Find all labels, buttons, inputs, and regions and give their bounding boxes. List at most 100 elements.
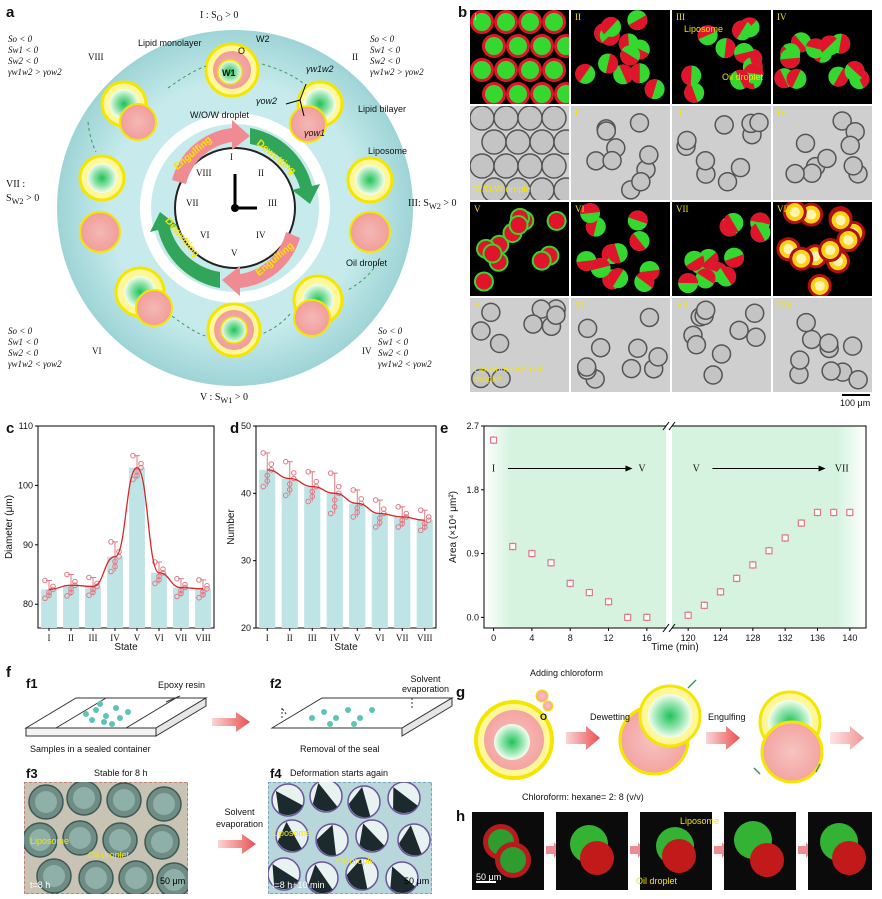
label-gamma-w1w2: γw1w2 <box>306 64 334 74</box>
clock-numeral-2: II <box>258 168 264 178</box>
tile-roman-label: IV' <box>777 108 789 118</box>
brightfield-tile-II: II' <box>571 106 670 200</box>
droplet-outer <box>732 20 748 39</box>
data-point <box>358 496 365 502</box>
bright-droplet <box>576 357 597 377</box>
arrow-label-VII: VII <box>835 464 849 475</box>
droplet-outer <box>697 25 717 40</box>
data-point <box>733 574 741 582</box>
bright-droplet <box>529 177 555 200</box>
f3-droplet-core <box>73 787 95 809</box>
label-gamma-ow1: γow1 <box>304 128 326 138</box>
fluorescence-tile-V: V <box>470 202 569 296</box>
x-tick-label: 128 <box>745 633 760 643</box>
f-arrow-1 <box>212 712 250 732</box>
tile-roman-label: VI' <box>575 300 587 310</box>
data-point <box>421 520 428 527</box>
fluorescence-tile-VI: VI <box>571 202 670 296</box>
f1-container-diagram <box>24 695 208 737</box>
state-I-title: I : SO > 0 <box>200 10 239 23</box>
f1-caption: Samples in a sealed container <box>30 744 151 754</box>
f3-droplet-core <box>163 869 185 891</box>
bright-droplet <box>596 121 617 141</box>
clock-numeral-7: VII <box>186 198 199 208</box>
bright-droplet <box>677 130 697 151</box>
brightfield-tile-III: III' <box>672 106 771 200</box>
x-tick-label: 136 <box>810 633 825 643</box>
f4-scale: 50 μm <box>404 876 430 886</box>
plot-bg-right <box>672 426 866 628</box>
panel-a-label: a <box>6 4 15 21</box>
f4-oil-cap <box>399 825 422 856</box>
f2-container-diagram <box>270 697 454 737</box>
h-red-droplet <box>832 841 866 875</box>
fluorescence-tile-IV: IV <box>773 10 872 104</box>
data-point <box>46 589 52 596</box>
clock-numeral-1: I <box>230 152 233 162</box>
conditions-IV: So < 0 Sw1 < 0 Sw2 < 0 γw1w2 < γow2 <box>378 326 432 369</box>
bright-droplet <box>801 329 822 350</box>
f4-liposome-label: Liposome <box>272 828 312 838</box>
bright-droplet <box>577 318 598 339</box>
droplet-outer <box>681 65 692 86</box>
bar-VIII <box>195 588 211 628</box>
f3-title: Stable for 8 h <box>94 768 148 778</box>
bright-droplet <box>628 338 648 359</box>
droplet-outer <box>644 79 658 99</box>
panel-h-label: h <box>456 808 466 825</box>
panel-e-label: e <box>440 420 449 437</box>
data-point <box>716 588 725 596</box>
x-tick-label: VI <box>154 633 164 643</box>
f4-title: Deformation starts again <box>290 768 389 778</box>
data-point <box>327 510 334 517</box>
x-tick-label: 12 <box>604 633 614 643</box>
data-point <box>765 547 773 555</box>
chart-e: 0.0 0.9 1.8 2.7 0 4 8 12 16 120 124 128 132 136 140 I V V… <box>448 421 867 653</box>
data-point <box>138 460 144 467</box>
scale-label-b: 100 μm <box>840 398 871 408</box>
f3-droplet-core <box>153 793 175 815</box>
data-point <box>830 508 838 517</box>
droplet-outer <box>636 272 655 288</box>
break-mark <box>668 623 676 633</box>
fluorescence-tile-II: II <box>571 10 670 104</box>
data-point <box>309 493 316 500</box>
data-point <box>624 613 632 621</box>
y-tick-label: 30 <box>241 556 251 566</box>
droplet-outer <box>838 33 851 54</box>
f2-solvent-label: Solvent evaporation <box>402 674 450 694</box>
droplet-state-V <box>206 302 262 358</box>
f4-oil-cap <box>359 823 385 852</box>
bright-droplet <box>840 135 860 156</box>
data-point <box>108 539 114 545</box>
data-point <box>86 574 92 581</box>
plot-bg-left <box>484 426 666 628</box>
data-point <box>372 524 379 530</box>
fluorescence-tile-VIII: VIII <box>773 202 872 296</box>
h-red-droplet <box>662 839 696 873</box>
droplet-outer <box>484 245 501 262</box>
droplet-outer <box>533 252 550 269</box>
label-gamma-ow2: γow2 <box>256 96 278 106</box>
droplet-state-III <box>346 156 394 253</box>
f-mid-solvent: Solvent evaporation <box>216 807 264 829</box>
panel-c-label: c <box>6 420 15 437</box>
bright-droplet <box>517 106 543 131</box>
data-point <box>46 592 52 599</box>
droplet-outer <box>684 83 698 103</box>
droplet-state-VI <box>114 266 173 327</box>
data-point <box>264 478 271 484</box>
bright-droplet <box>703 365 723 385</box>
x-tick-label: VII <box>175 633 188 643</box>
droplet-inner <box>485 37 503 55</box>
droplet-core <box>789 207 800 218</box>
data-point <box>268 461 275 467</box>
engulfing-arrow-bottom <box>222 232 300 296</box>
bright-droplet <box>848 369 868 390</box>
data-point <box>749 561 757 569</box>
y-tick-label: 50 <box>241 421 251 431</box>
fluorescence-tile-III: III <box>672 10 771 104</box>
label-w1: W1 <box>222 68 236 78</box>
droplet-outer <box>774 69 789 89</box>
data-point <box>813 508 822 517</box>
